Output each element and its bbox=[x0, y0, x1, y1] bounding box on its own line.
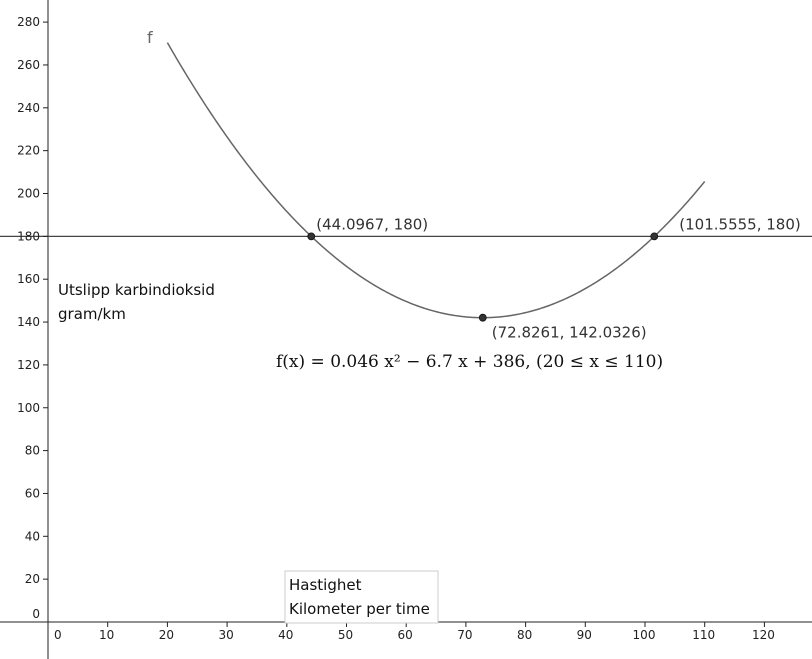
point-label: (72.8261, 142.0326) bbox=[492, 324, 647, 342]
y-tick-label: 120 bbox=[17, 358, 40, 372]
function-formula: f(x) = 0.046 x² − 6.7 x + 386, (20 ≤ x ≤… bbox=[276, 352, 663, 372]
x-axis-label-line-2: Kilometer per time bbox=[289, 600, 430, 618]
point-label: (44.0967, 180) bbox=[316, 215, 428, 233]
x-tick-label: 10 bbox=[99, 628, 114, 642]
x-tick-label: 100 bbox=[633, 628, 656, 642]
ticks-group: 0 10 20 30 40 50 60 70 80 90 100 110 120 0 20 40 60 80 100… bbox=[17, 15, 775, 642]
point-marker bbox=[307, 232, 316, 241]
y-axis-label-line-1: Utslipp karbindioksid bbox=[58, 281, 215, 299]
y-tick-label: 40 bbox=[25, 529, 40, 543]
y-tick-label: 80 bbox=[25, 444, 40, 458]
points-group: (44.0967, 180) (72.8261, 142.0326) (101.55… bbox=[307, 215, 801, 342]
y-tick-label: 240 bbox=[17, 101, 40, 115]
y-tick-label: 100 bbox=[17, 401, 40, 415]
function-curve bbox=[166, 42, 706, 319]
x-axis-label-box bbox=[284, 570, 439, 624]
y-axis-label-line-2: gram/km bbox=[58, 305, 126, 323]
y-tick-label: 260 bbox=[17, 58, 40, 72]
point-marker bbox=[650, 232, 659, 241]
y-tick-label: 280 bbox=[17, 15, 40, 29]
y-tick-label: 180 bbox=[17, 229, 40, 243]
y-tick-label: 20 bbox=[25, 572, 40, 586]
x-tick-label: 50 bbox=[338, 628, 353, 642]
x-tick-label: 20 bbox=[159, 628, 174, 642]
y-tick-label: 160 bbox=[17, 272, 40, 286]
x-tick-label: 30 bbox=[218, 628, 233, 642]
x-tick-label: 40 bbox=[278, 628, 293, 642]
x-tick-label: 60 bbox=[398, 628, 413, 642]
point-label: (101.5555, 180) bbox=[679, 215, 800, 233]
y-tick-label: 200 bbox=[17, 187, 40, 201]
x-tick-label: 80 bbox=[517, 628, 532, 642]
x-tick-label: 70 bbox=[457, 628, 472, 642]
function-name-label: f bbox=[147, 28, 153, 47]
curve-group bbox=[166, 42, 706, 319]
y-tick-label: 0 bbox=[32, 607, 40, 621]
x-axis-label-line-1: Hastighet bbox=[289, 576, 362, 594]
x-tick-label: 120 bbox=[752, 628, 775, 642]
point-marker bbox=[478, 313, 487, 322]
x-tick-label: 0 bbox=[54, 628, 62, 642]
x-tick-label: 90 bbox=[577, 628, 592, 642]
y-tick-label: 60 bbox=[25, 486, 40, 500]
x-tick-label: 110 bbox=[692, 628, 715, 642]
y-tick-label: 220 bbox=[17, 144, 40, 158]
y-tick-label: 140 bbox=[17, 315, 40, 329]
